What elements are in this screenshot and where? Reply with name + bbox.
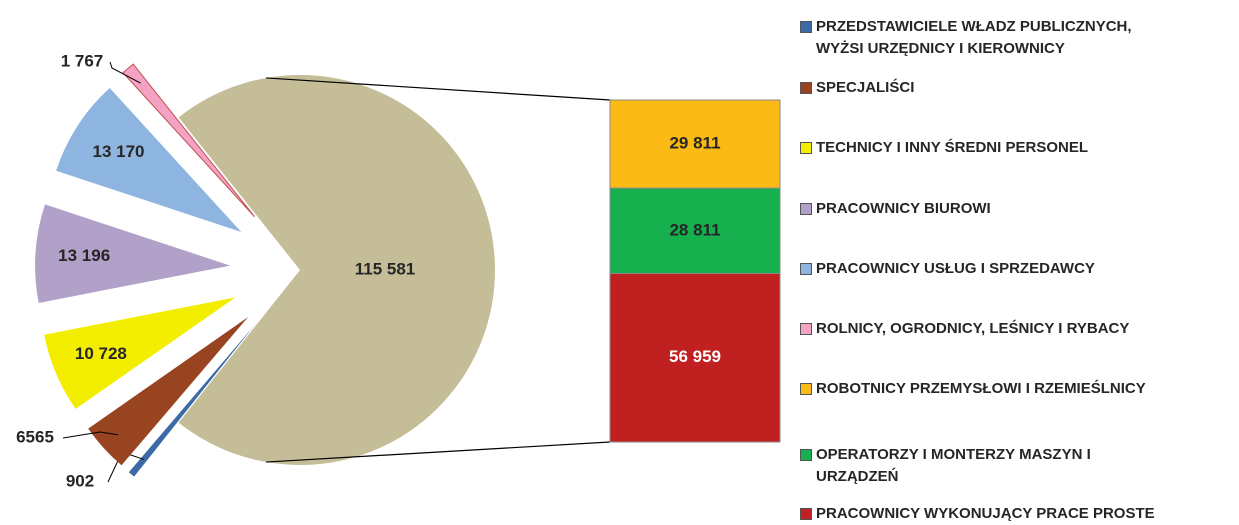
- legend-entry: SPECJALIŚCI: [800, 77, 914, 99]
- data-label: 902: [66, 471, 94, 490]
- legend-label: PRACOWNICY USŁUG I SPRZEDAWCY: [816, 260, 1095, 277]
- leader-line: [109, 61, 141, 84]
- chart-plot: 115 581 902 6565 10 728 13 196 13 170 1 767 29 …: [16, 51, 781, 490]
- legend-swatch: [800, 142, 812, 154]
- data-label: 6565: [16, 427, 54, 446]
- legend-label: OPERATORZY I MONTERZY MASZYN I URZĄDZEŃ: [816, 446, 1091, 485]
- legend-entry: PRACOWNICY USŁUG I SPRZEDAWCY: [800, 258, 1095, 280]
- legend-entry: TECHNICY I INNY ŚREDNI PERSONEL: [800, 137, 1088, 159]
- legend-swatch: [800, 82, 812, 94]
- bar-segment: [609, 272, 781, 443]
- pie-slice: [88, 317, 249, 466]
- data-label: 10 728: [75, 344, 127, 363]
- data-label: 56 959: [669, 347, 721, 366]
- legend-label: TECHNICY I INNY ŚREDNI PERSONEL: [816, 139, 1088, 156]
- legend-swatch: [800, 263, 812, 275]
- pie-slice: [122, 63, 255, 218]
- legend-swatch: [800, 323, 812, 335]
- legend-swatch: [800, 21, 812, 33]
- data-label: 28 811: [669, 220, 720, 239]
- leader-line: [62, 431, 119, 439]
- pie-slice: [128, 324, 256, 477]
- legend-label: ROLNICY, OGRODNICY, LEŚNICY I RYBACY: [816, 320, 1130, 337]
- legend-entry: ROLNICY, OGRODNICY, LEŚNICY I RYBACY: [800, 318, 1129, 340]
- bar-segment: [609, 187, 781, 274]
- data-label: 13 196: [58, 246, 110, 265]
- data-label: 115 581: [355, 259, 416, 278]
- pie-slice: [56, 88, 242, 232]
- legend-swatch: [800, 203, 812, 215]
- legend-label: SPECJALIŚCI: [816, 79, 915, 96]
- pie-slice: [35, 204, 231, 303]
- legend-label: PRACOWNICY BIUROWI: [816, 200, 991, 217]
- data-label: 29 811: [669, 134, 720, 153]
- legend-swatch: [800, 449, 812, 461]
- legend-swatch: [800, 508, 812, 520]
- bar-segment: [609, 99, 781, 189]
- pie-slice: [44, 297, 236, 409]
- connector: [266, 77, 611, 101]
- pie-slice: [178, 75, 496, 465]
- legend-label: ROBOTNICY PRZEMYSŁOWI I RZEMIEŚLNICY: [816, 380, 1146, 397]
- legend-entry: OPERATORZY I MONTERZY MASZYN I URZĄDZEŃ: [800, 444, 1091, 488]
- legend-entry: PRACOWNICY BIUROWI: [800, 198, 991, 220]
- legend-entry: PRACOWNICY WYKONUJĄCY PRACE PROSTE: [800, 503, 1155, 525]
- legend-entry: PRZEDSTAWICIELE WŁADZ PUBLICZNYCH, WYŻSI…: [800, 16, 1132, 60]
- connector: [266, 441, 611, 463]
- data-label: 1 767: [61, 51, 104, 70]
- legend-label: PRACOWNICY WYKONUJĄCY PRACE PROSTE: [816, 505, 1155, 522]
- legend-label: PRZEDSTAWICIELE WŁADZ PUBLICZNYCH, WYŻSI…: [816, 18, 1132, 57]
- legend-entry: ROBOTNICY PRZEMYSŁOWI I RZEMIEŚLNICY: [800, 378, 1146, 400]
- legend-swatch: [800, 383, 812, 395]
- data-label: 13 170: [93, 142, 145, 161]
